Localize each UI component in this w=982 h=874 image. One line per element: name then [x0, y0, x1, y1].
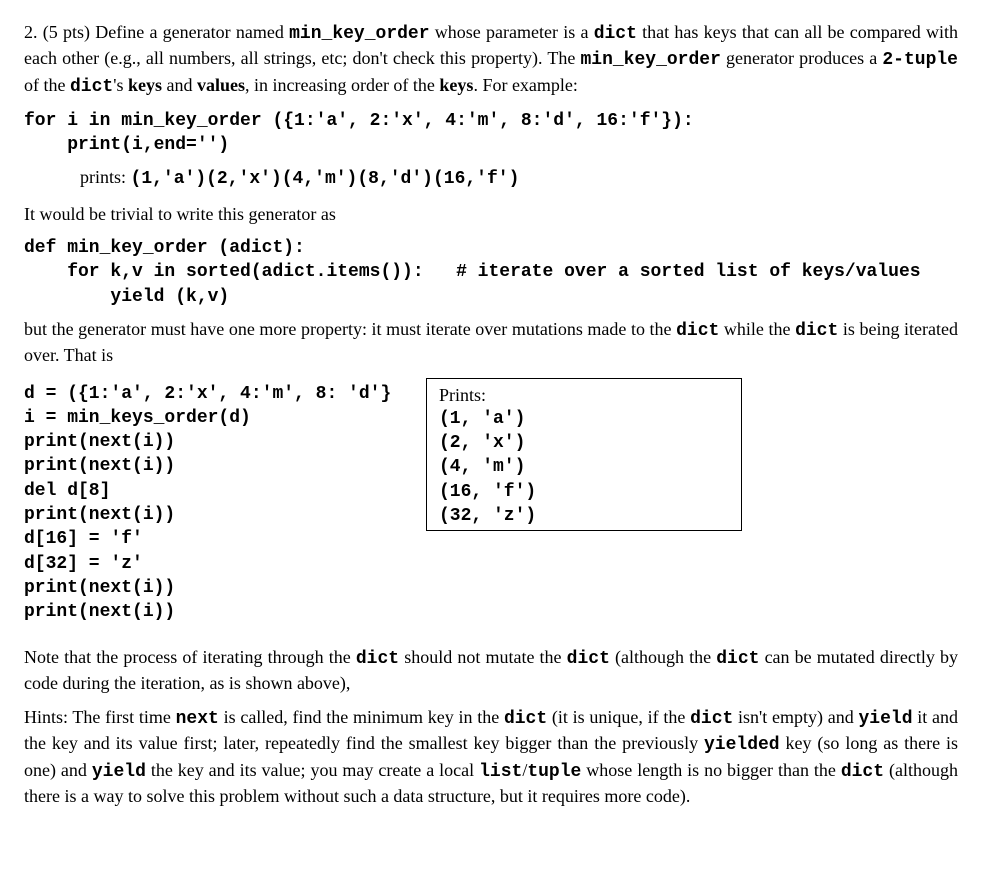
code-line: print(next(i)) — [24, 602, 175, 622]
t: , in increasing order of the — [245, 75, 439, 95]
code-line: d[16] = 'f' — [24, 529, 143, 549]
dict-word: dict — [676, 321, 719, 341]
dict-word: dict — [795, 321, 838, 341]
box-row: (32, 'z') — [439, 504, 729, 528]
t: whose parameter is a — [430, 22, 594, 42]
question-intro: 2. (5 pts) Define a generator named min_… — [24, 20, 958, 99]
def-code-block: def min_key_order (adict): for k,v in so… — [24, 236, 958, 309]
hints-paragraph: Hints: The first time next is called, fi… — [24, 705, 958, 808]
box-row: (1, 'a') — [439, 407, 729, 431]
t: Hints: The first time — [24, 707, 176, 727]
dict-word: dict — [594, 24, 637, 44]
code-line: for k,v in sorted(adict.items()): # iter… — [24, 262, 921, 282]
code-line: d[32] = 'z' — [24, 554, 143, 574]
next-word: next — [176, 709, 219, 729]
box-row: (4, 'm') — [439, 455, 729, 479]
tuple-word: tuple — [527, 762, 581, 782]
t: generator produces a — [721, 48, 882, 68]
t: is called, find the minimum key in the — [219, 707, 504, 727]
prints-output-1: prints: (1,'a')(2,'x')(4,'m')(8,'d')(16,… — [80, 165, 958, 191]
t: should not mutate the — [399, 647, 567, 667]
prints-value: (1,'a')(2,'x')(4,'m')(8,'d')(16,'f') — [131, 169, 520, 189]
dict-word: dict — [841, 762, 884, 782]
code-line: i = min_keys_order(d) — [24, 408, 251, 428]
t: and — [162, 75, 197, 95]
dict-word: dict — [690, 709, 733, 729]
values-word: values — [197, 75, 245, 95]
t: while the — [719, 319, 795, 339]
t: (although the — [610, 647, 716, 667]
prints-label: prints: — [80, 167, 131, 187]
list-word: list — [479, 762, 522, 782]
example-code-1: for i in min_key_order ({1:'a', 2:'x', 4… — [24, 109, 958, 158]
t: the key and its value; you may create a … — [146, 760, 479, 780]
code-line: print(next(i)) — [24, 456, 175, 476]
code-line: d = ({1:'a', 2:'x', 4:'m', 8: 'd'} — [24, 384, 391, 404]
t: Define a generator named — [95, 22, 289, 42]
note-paragraph: Note that the process of iterating throu… — [24, 645, 958, 696]
prints-box-title: Prints: — [439, 383, 729, 407]
generator-name: min_key_order — [580, 50, 720, 70]
code-line: del d[8] — [24, 481, 110, 501]
dict-word: dict — [504, 709, 547, 729]
but-paragraph: but the generator must have one more pro… — [24, 317, 958, 368]
t: Note that the process of iterating throu… — [24, 647, 356, 667]
dict-word: dict — [70, 77, 113, 97]
example-two-column: d = ({1:'a', 2:'x', 4:'m', 8: 'd'} i = m… — [24, 378, 958, 633]
yield-word: yield — [92, 762, 146, 782]
t: 's — [113, 75, 128, 95]
code-line: def min_key_order (adict): — [24, 238, 305, 258]
keys-word: keys — [439, 75, 473, 95]
keys-word: keys — [128, 75, 162, 95]
trivial-text: It would be trivial to write this genera… — [24, 202, 958, 226]
box-row: (2, 'x') — [439, 431, 729, 455]
dict-word: dict — [356, 649, 399, 669]
t: isn't empty) and — [733, 707, 858, 727]
yielded-word: yielded — [704, 735, 780, 755]
two-tuple: 2-tuple — [882, 50, 958, 70]
code-line: yield (k,v) — [24, 287, 229, 307]
question-number: 2. (5 pts) — [24, 22, 95, 42]
code-line: for i in min_key_order ({1:'a', 2:'x', 4… — [24, 111, 694, 131]
t: of the — [24, 75, 70, 95]
dict-word: dict — [716, 649, 759, 669]
box-row: (16, 'f') — [439, 480, 729, 504]
example-code-2: d = ({1:'a', 2:'x', 4:'m', 8: 'd'} i = m… — [24, 382, 414, 625]
code-line: print(next(i)) — [24, 432, 175, 452]
code-line: print(next(i)) — [24, 578, 175, 598]
code-line: print(i,end='') — [24, 135, 229, 155]
prints-box: Prints: (1, 'a') (2, 'x') (4, 'm') (16, … — [426, 378, 742, 532]
t: whose length is no bigger than the — [581, 760, 840, 780]
yield-word: yield — [859, 709, 913, 729]
generator-name: min_key_order — [289, 24, 429, 44]
t: (it is unique, if the — [547, 707, 690, 727]
code-line: print(next(i)) — [24, 505, 175, 525]
t: . For example: — [473, 75, 577, 95]
t: but the generator must have one more pro… — [24, 319, 676, 339]
dict-word: dict — [567, 649, 610, 669]
